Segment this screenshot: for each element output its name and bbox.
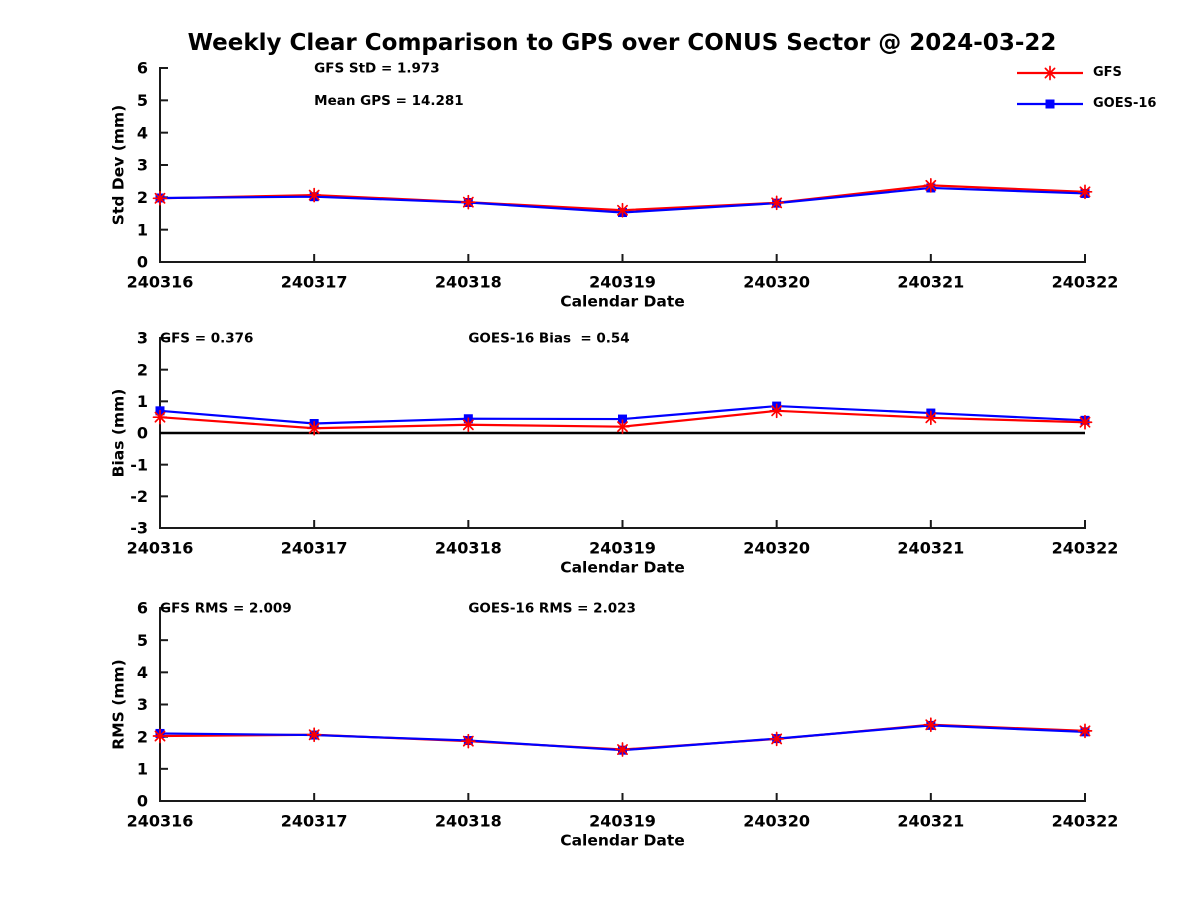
gfs-markers bbox=[152, 178, 1093, 218]
y-tick-label: 3 bbox=[137, 695, 148, 714]
asterisk-marker bbox=[925, 719, 937, 731]
asterisk-marker bbox=[771, 197, 783, 209]
asterisk-marker bbox=[1079, 416, 1091, 428]
gfs-legend-label: GFS bbox=[1093, 65, 1122, 80]
asterisk-marker bbox=[308, 729, 320, 741]
asterisk-marker bbox=[154, 730, 166, 742]
x-tick-label: 240319 bbox=[589, 539, 656, 558]
plot-annotation: GOES-16 Bias = 0.54 bbox=[468, 331, 629, 347]
y-tick-label: 0 bbox=[137, 253, 148, 272]
asterisk-marker bbox=[771, 405, 783, 417]
x-tick-label: 240322 bbox=[1052, 273, 1119, 292]
y-axis-title: Std Dev (mm) bbox=[109, 105, 127, 225]
x-axis-title: Calendar Date bbox=[560, 831, 685, 849]
x-tick-label: 240320 bbox=[743, 539, 810, 558]
plot-annotation: GFS RMS = 2.009 bbox=[160, 601, 292, 617]
x-tick-label: 240316 bbox=[127, 812, 194, 831]
asterisk-marker bbox=[617, 744, 628, 755]
asterisk-marker bbox=[1079, 725, 1091, 737]
goes-16-legend-sample bbox=[1017, 99, 1083, 108]
x-tick-label: 240318 bbox=[435, 539, 502, 558]
asterisk-marker bbox=[462, 196, 474, 208]
y-tick-label: 2 bbox=[137, 727, 148, 746]
y-tick-label: 3 bbox=[137, 156, 148, 175]
y-axis-title: RMS (mm) bbox=[109, 659, 127, 749]
y-tick-label: 2 bbox=[137, 188, 148, 207]
asterisk-marker bbox=[1079, 186, 1091, 198]
y-tick-label: 3 bbox=[137, 329, 148, 348]
y-tick-label: 2 bbox=[137, 360, 148, 379]
axes-frame bbox=[159, 607, 1086, 802]
x-tick-label: 240319 bbox=[589, 273, 656, 292]
y-tick-label: -3 bbox=[130, 519, 148, 538]
asterisk-marker bbox=[771, 733, 783, 745]
y-tick-label: 6 bbox=[137, 599, 148, 618]
asterisk-marker bbox=[925, 179, 937, 191]
asterisk-marker bbox=[308, 189, 320, 201]
x-tick-label: 240319 bbox=[589, 812, 656, 831]
y-tick-label: 1 bbox=[137, 220, 148, 239]
asterisk-marker bbox=[308, 422, 320, 434]
x-tick-label: 240320 bbox=[743, 273, 810, 292]
asterisk-marker bbox=[1044, 67, 1056, 78]
legend: GFS GOES-16 bbox=[1016, 57, 1156, 119]
x-tick-label: 240317 bbox=[281, 273, 348, 292]
plot-annotation: Mean GPS = 14.281 bbox=[314, 93, 464, 109]
y-tick-label: 4 bbox=[137, 123, 148, 142]
goes16-line-marker-icon bbox=[1016, 95, 1084, 113]
y-tick-label: 5 bbox=[137, 631, 148, 650]
asterisk-marker bbox=[154, 192, 166, 204]
y-tick-label: 5 bbox=[137, 91, 148, 110]
x-axis-title: Calendar Date bbox=[560, 558, 685, 576]
plot-stddev: 0 1 2 3 4 5 6 240316 240317 240318 240319 240320 240… bbox=[109, 59, 1118, 311]
x-tick-label: 240318 bbox=[435, 812, 502, 831]
asterisk-marker bbox=[154, 411, 166, 423]
y-tick-label: 1 bbox=[137, 392, 148, 411]
gfs-markers bbox=[152, 717, 1093, 757]
x-tick-label: 240321 bbox=[897, 812, 964, 831]
y-tick-label: -2 bbox=[130, 487, 148, 506]
y-tick-label: -1 bbox=[130, 455, 148, 474]
x-tick-label: 240316 bbox=[127, 273, 194, 292]
x-tick-label: 240321 bbox=[897, 539, 964, 558]
x-tick-label: 240320 bbox=[743, 812, 810, 831]
y-axis-title: Bias (mm) bbox=[109, 389, 127, 478]
gfs-legend-sample bbox=[1017, 65, 1083, 80]
goes16-legend-label: GOES-16 bbox=[1093, 96, 1157, 111]
x-tick-label: 240322 bbox=[1052, 812, 1119, 831]
legend-item-goes16: GOES-16 bbox=[1016, 88, 1156, 119]
plot-rms: 0 1 2 3 4 5 6 240316 240317 240318 240319 240320 240… bbox=[109, 599, 1118, 850]
square-marker bbox=[618, 414, 627, 424]
asterisk-marker bbox=[617, 421, 628, 433]
x-tick-label: 240322 bbox=[1052, 539, 1119, 558]
plot-bias: -3 -2 -1 0 1 2 3 240316 240317 240318 240319 240320… bbox=[109, 329, 1118, 577]
asterisk-marker bbox=[462, 419, 474, 431]
gfs-markers bbox=[152, 403, 1093, 436]
x-tick-label: 240317 bbox=[281, 812, 348, 831]
asterisk-marker bbox=[617, 204, 628, 216]
axes-frame bbox=[159, 67, 1086, 263]
plot-annotation: GFS StD = 1.973 bbox=[314, 61, 440, 77]
square-marker bbox=[1045, 99, 1055, 108]
plot-annotation: GOES-16 RMS = 2.023 bbox=[468, 601, 636, 617]
y-tick-label: 4 bbox=[137, 663, 148, 682]
y-tick-label: 1 bbox=[137, 759, 148, 778]
x-axis-title: Calendar Date bbox=[560, 292, 685, 310]
x-tick-label: 240321 bbox=[897, 273, 964, 292]
x-tick-label: 240318 bbox=[435, 273, 502, 292]
asterisk-marker bbox=[925, 412, 937, 424]
y-tick-label: 6 bbox=[137, 59, 148, 78]
y-tick-label: 0 bbox=[137, 792, 148, 811]
figure-title: Weekly Clear Comparison to GPS over CONU… bbox=[187, 30, 1057, 56]
plot-annotation: GFS = 0.376 bbox=[160, 331, 253, 347]
x-tick-label: 240317 bbox=[281, 539, 348, 558]
gfs-line-marker-icon bbox=[1016, 64, 1084, 82]
y-tick-label: 0 bbox=[137, 424, 148, 443]
legend-item-gfs: GFS bbox=[1016, 57, 1156, 88]
asterisk-marker bbox=[462, 735, 474, 747]
x-tick-label: 240316 bbox=[127, 539, 194, 558]
